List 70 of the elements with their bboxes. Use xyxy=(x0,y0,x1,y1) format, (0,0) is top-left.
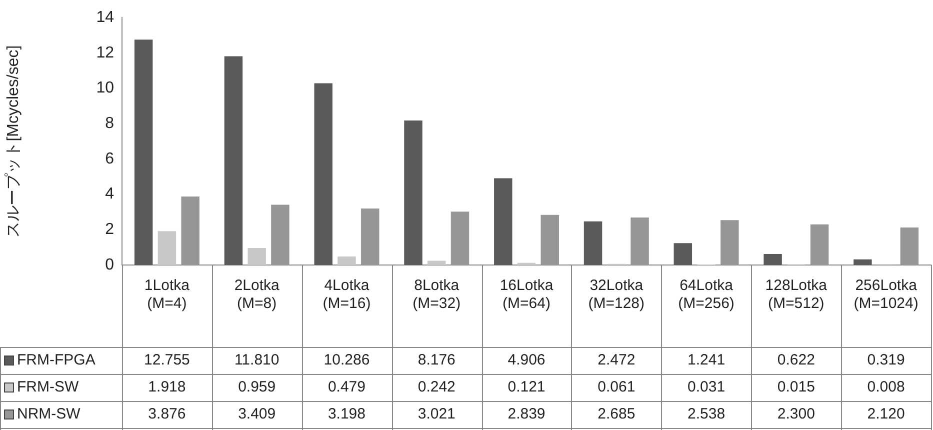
bar xyxy=(810,224,829,265)
data-label: 1.241 xyxy=(688,352,726,369)
data-label: 11.810 xyxy=(234,352,280,369)
legend-label: NRM-SW xyxy=(17,406,82,423)
bar xyxy=(404,120,422,265)
x-tick-label: 4Lotka (M=16) xyxy=(322,277,371,312)
data-label: 0.015 xyxy=(777,378,815,396)
bar xyxy=(338,256,356,265)
data-label: 0.959 xyxy=(238,378,276,396)
data-label: 2.120 xyxy=(867,406,905,423)
bar xyxy=(314,83,332,265)
data-label: 2.685 xyxy=(598,406,636,423)
bar xyxy=(271,204,290,265)
data-label: 2.839 xyxy=(508,406,546,423)
data-label: 3.876 xyxy=(148,406,186,423)
bar xyxy=(224,56,243,265)
y-tick-label: 12 xyxy=(96,44,114,62)
bar xyxy=(584,221,602,265)
y-tick-label: 0 xyxy=(105,256,114,274)
y-tick-label: 6 xyxy=(105,150,114,168)
y-tick-label: 2 xyxy=(105,221,114,238)
data-label: 12.755 xyxy=(144,352,190,369)
bar xyxy=(900,228,919,265)
y-axis-title: スループット[Mcycles/sec] xyxy=(4,45,22,238)
x-tick-label: 128Lotka (M=512) xyxy=(765,277,828,312)
y-tick-label: 8 xyxy=(105,115,114,132)
data-label: 0.319 xyxy=(867,352,905,369)
x-tick-label: 2Lotka (M=8) xyxy=(234,277,280,312)
legend-label: FRM-FPGA xyxy=(17,352,96,369)
data-label: 1.918 xyxy=(148,378,186,396)
data-label: 0.242 xyxy=(418,378,456,396)
data-label: 0.008 xyxy=(867,378,905,396)
bar xyxy=(427,260,446,265)
bar xyxy=(674,243,692,265)
data-label: 2.538 xyxy=(688,406,726,423)
data-label: 2.300 xyxy=(777,406,815,423)
x-tick-label: 32Lotka (M=128) xyxy=(588,277,645,312)
bar xyxy=(134,40,153,265)
data-label: 3.021 xyxy=(418,406,456,423)
data-label: 0.121 xyxy=(508,378,546,396)
data-label: 0.061 xyxy=(598,378,636,396)
bar xyxy=(764,254,782,265)
data-label: 3.409 xyxy=(238,406,276,423)
data-label: 0.031 xyxy=(688,378,726,396)
bar xyxy=(540,214,559,265)
data-label: 3.198 xyxy=(328,406,366,423)
legend-label: FRM-SW xyxy=(17,378,80,396)
bar xyxy=(181,196,200,265)
data-label: 10.286 xyxy=(324,352,370,369)
data-label: 2.472 xyxy=(598,352,636,369)
x-tick-label: 16Lotka (M=64) xyxy=(500,277,554,312)
y-tick-label: 4 xyxy=(105,186,114,203)
bar xyxy=(248,248,266,265)
x-tick-label: 8Lotka (M=32) xyxy=(412,277,461,312)
data-label: 0.479 xyxy=(328,378,366,396)
bar xyxy=(720,220,739,265)
bar xyxy=(854,259,872,265)
bar xyxy=(158,231,176,265)
bar xyxy=(630,218,649,265)
y-tick-label: 10 xyxy=(96,80,114,97)
x-tick-label: 1Lotka (M=4) xyxy=(144,277,190,312)
bar xyxy=(360,208,380,265)
data-label: 0.622 xyxy=(777,352,815,369)
data-label: 8.176 xyxy=(418,352,456,369)
bar xyxy=(450,212,470,265)
x-tick-label: 256Lotka (M=1024) xyxy=(854,277,918,312)
bar xyxy=(494,178,512,265)
y-tick-label: 14 xyxy=(96,9,114,26)
x-tick-label: 64Lotka (M=256) xyxy=(678,277,734,312)
data-label: 4.906 xyxy=(508,352,546,369)
